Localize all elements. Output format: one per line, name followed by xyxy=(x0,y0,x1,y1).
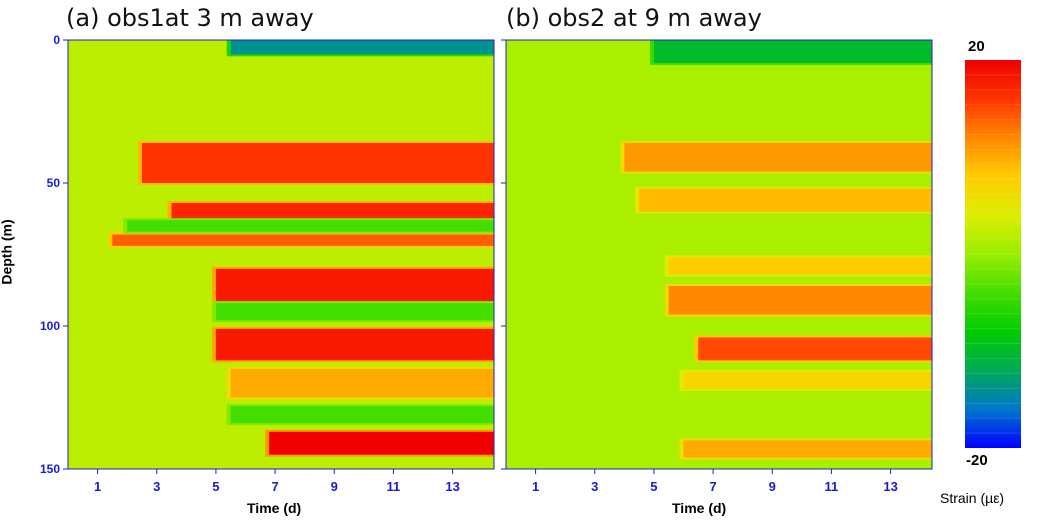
x-tick-label: 11 xyxy=(825,479,839,494)
x-tick-label: 7 xyxy=(271,479,278,494)
heatmap-background xyxy=(506,40,932,469)
strain-band xyxy=(639,188,932,212)
x-tick-label: 3 xyxy=(153,479,160,494)
x-tick-label: 5 xyxy=(212,479,219,494)
panel-a-x-axis-label: Time (d) xyxy=(247,500,302,516)
x-tick-label: 7 xyxy=(709,479,716,494)
panel-b: 1 3 5 7 9 11 13 xyxy=(501,39,933,494)
strain-band xyxy=(171,203,494,221)
strain-band xyxy=(624,142,932,172)
strain-band xyxy=(230,368,494,398)
strain-band xyxy=(668,285,932,315)
strain-band xyxy=(215,268,494,304)
panel-b-x-axis-label: Time (d) xyxy=(672,500,727,516)
panel-a-title: (a) obs1at 3 m away xyxy=(66,4,314,32)
strain-band xyxy=(230,40,494,55)
plot-frame xyxy=(67,39,495,470)
panel-b-title: (b) obs2 at 9 m away xyxy=(506,4,762,32)
x-tick-label: 1 xyxy=(532,479,539,494)
x-tick-label: 11 xyxy=(387,479,401,494)
plot-area xyxy=(506,40,932,469)
y-tick-label: 150 xyxy=(40,462,60,476)
x-tick-label: 13 xyxy=(883,479,897,494)
strain-band xyxy=(141,142,494,183)
x-tick-label: 9 xyxy=(331,479,338,494)
x-tick-label: 5 xyxy=(650,479,657,494)
strain-band xyxy=(683,440,932,458)
colorbar-max-label: 20 xyxy=(968,38,985,55)
colorbar-title: Strain (µε) xyxy=(940,490,1005,506)
y-tick-label: 0 xyxy=(53,33,60,47)
colorbar-min-label: -20 xyxy=(966,452,988,469)
strain-band xyxy=(127,220,494,232)
plot-frame xyxy=(505,39,933,470)
strain-band xyxy=(215,303,494,321)
x-tick-label: 3 xyxy=(591,479,598,494)
colorbar xyxy=(965,60,1021,448)
strain-band xyxy=(215,328,494,361)
y-tick-label: 100 xyxy=(40,319,60,333)
strain-band xyxy=(653,40,932,63)
strain-band xyxy=(112,234,494,246)
x-tick-label: 13 xyxy=(445,479,459,494)
colorbar-gradient xyxy=(965,60,1021,448)
x-tick-label: 1 xyxy=(94,479,101,494)
strain-band xyxy=(683,371,932,389)
y-tick-label: 50 xyxy=(47,176,61,190)
plot-area xyxy=(68,40,494,469)
strain-band xyxy=(668,257,932,275)
strain-band xyxy=(269,431,494,455)
strain-band xyxy=(230,406,494,424)
strain-band xyxy=(698,337,932,361)
x-tick-label: 9 xyxy=(769,479,776,494)
